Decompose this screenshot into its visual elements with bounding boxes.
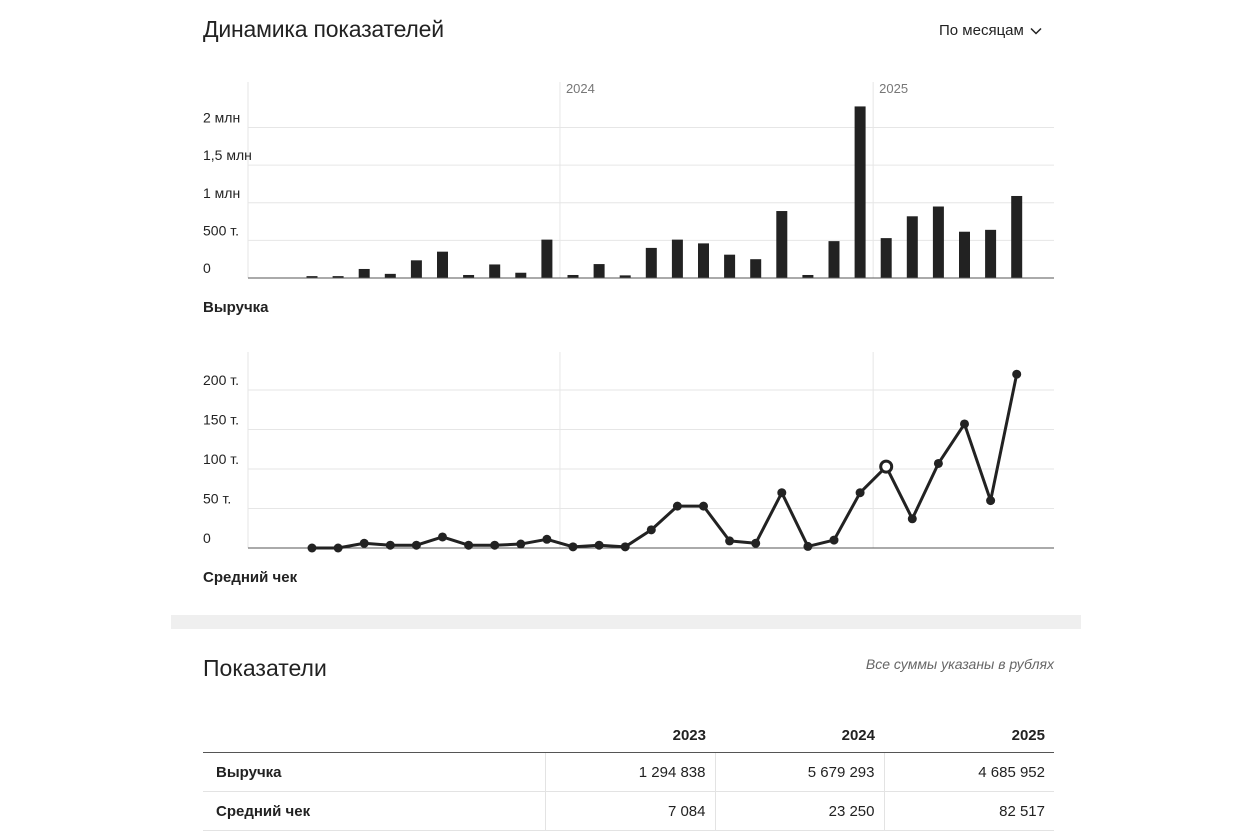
revenue-bar: [802, 274, 814, 278]
revenue-chart-caption: Выручка: [203, 299, 269, 316]
revenue-bar: [463, 274, 475, 278]
avg-check-point: [568, 542, 578, 552]
revenue-bar: [880, 238, 892, 278]
avg-check-point: [725, 536, 735, 546]
avg-check-point: [516, 539, 526, 549]
avg-check-point: [464, 540, 474, 550]
revenue-bar: [959, 231, 970, 278]
y-tick-label: 1 млн: [203, 185, 240, 201]
revenue-bar: [985, 229, 997, 278]
avg-check-point: [751, 538, 761, 548]
revenue-bar: [724, 254, 736, 278]
avg-check-point: [986, 496, 996, 506]
y-tick-label: 50 т.: [203, 491, 231, 507]
metrics-table: 2023 2024 2025 Выручка 1 294 838 5 679 2…: [203, 710, 1054, 831]
period-select[interactable]: По месяцам: [939, 22, 1042, 39]
avg-check-series-line: [312, 373, 1019, 550]
revenue-bar: [541, 239, 553, 278]
avg-check-point: [490, 540, 500, 550]
avg-check-point: [333, 543, 343, 553]
revenue-bar: [671, 239, 683, 278]
avg-check-point: [960, 419, 969, 429]
table-row: Средний чек 7 084 23 250 82 517: [203, 791, 1054, 831]
avg-check-point: [411, 540, 421, 550]
cell-value: 82 517: [883, 791, 1054, 831]
avg-check-point: [594, 540, 604, 550]
avg-check-point: [620, 542, 630, 552]
row-label-revenue: Выручка: [203, 752, 545, 792]
cell-value: 1 294 838: [544, 752, 715, 792]
avg-check-point: [646, 525, 656, 535]
avg-check-point: [672, 501, 682, 511]
avg-check-point: [542, 534, 552, 544]
revenue-bar: [332, 276, 344, 278]
revenue-bar: [698, 243, 709, 278]
revenue-bar: [515, 272, 527, 278]
column-header: [203, 710, 545, 753]
avg-check-point: [829, 535, 839, 545]
cell-value: 4 685 952: [883, 752, 1054, 792]
column-header-2025: 2025: [884, 710, 1054, 753]
revenue-bar: [489, 264, 501, 278]
revenue-bar: [645, 247, 657, 278]
revenue-bar: [776, 211, 788, 278]
year-label: 2024: [566, 81, 595, 96]
period-select-label: По месяцам: [939, 22, 1024, 39]
revenue-bar: [567, 274, 579, 278]
avg-check-point: [777, 488, 787, 498]
revenue-bar: [410, 260, 422, 278]
chevron-down-icon: [1030, 27, 1042, 35]
revenue-chart: 2024 2025 0 500 т. 1 млн 1,5 млн 2 млн: [203, 81, 1054, 279]
revenue-bar: [619, 275, 631, 278]
revenue-bar: [437, 251, 448, 278]
avg-check-point: [855, 488, 865, 498]
avg-check-chart: 0 50 т. 100 т. 150 т. 200 т.: [203, 352, 1054, 553]
revenue-bar: [593, 264, 605, 278]
revenue-bar: [828, 241, 840, 278]
y-tick-label: 0: [203, 530, 211, 546]
row-label-avg-check: Средний чек: [203, 791, 545, 831]
y-tick-label: 500 т.: [203, 222, 239, 238]
revenue-bar: [1011, 195, 1023, 278]
avg-check-point: [307, 543, 317, 553]
avg-check-point: [385, 540, 395, 550]
y-tick-label: 150 т.: [203, 412, 239, 428]
revenue-bar: [906, 216, 918, 278]
section-divider: [171, 615, 1081, 629]
cell-value: 7 084: [544, 791, 715, 831]
y-tick-label: 200 т.: [203, 372, 239, 388]
cell-value: 5 679 293: [714, 752, 884, 792]
avg-check-chart-caption: Средний чек: [203, 569, 298, 586]
currency-note: Все суммы указаны в рублях: [865, 656, 1054, 672]
revenue-bar: [854, 106, 866, 279]
y-tick-label: 1,5 млн: [203, 147, 252, 163]
avg-check-point: [359, 538, 369, 548]
avg-check-point: [907, 514, 917, 524]
y-tick-label: 0: [203, 260, 211, 276]
avg-check-point: [803, 541, 813, 551]
revenue-bar: [750, 259, 762, 278]
highlighted-point: [879, 459, 894, 474]
table-header-row: 2023 2024 2025: [203, 710, 1054, 753]
y-tick-label: 2 млн: [203, 110, 240, 126]
column-header-2024: 2024: [715, 710, 884, 753]
metrics-title: Показатели: [203, 655, 327, 681]
section-title: Динамика показателей: [203, 16, 444, 42]
avg-check-point: [1012, 369, 1022, 379]
year-label: 2025: [879, 81, 908, 96]
revenue-bar: [306, 276, 318, 278]
revenue-bar: [358, 268, 370, 278]
avg-check-point: [699, 501, 708, 511]
revenue-bar: [384, 273, 396, 278]
avg-check-point: [438, 532, 447, 542]
cell-value: 23 250: [714, 791, 884, 831]
table-row: Выручка 1 294 838 5 679 293 4 685 952: [203, 752, 1054, 792]
y-tick-label: 100 т.: [203, 451, 239, 467]
revenue-bar: [932, 206, 944, 278]
column-header-2023: 2023: [545, 710, 715, 753]
avg-check-point: [933, 458, 943, 468]
